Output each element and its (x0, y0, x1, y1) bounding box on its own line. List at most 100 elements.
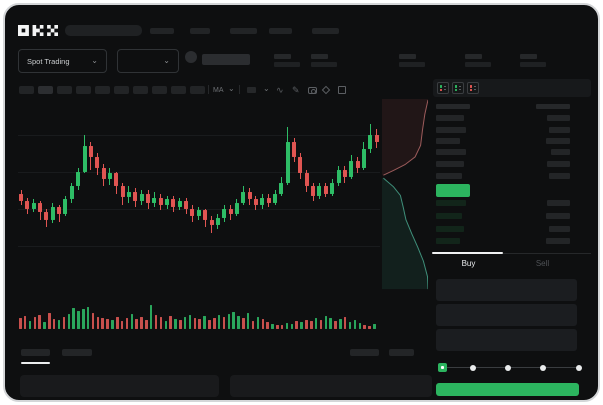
candle-body (253, 199, 258, 205)
timeframe-button[interactable] (38, 86, 53, 94)
order-amount-row[interactable] (546, 213, 570, 219)
volume-bar (251, 321, 255, 329)
bottom-tab[interactable] (62, 349, 92, 356)
candle-body (101, 167, 106, 179)
volume-bar (319, 320, 323, 329)
ask-price-row[interactable] (436, 115, 464, 121)
active-tab-underline (21, 362, 50, 364)
volume-bar (149, 305, 153, 329)
ask-price-row[interactable] (436, 127, 466, 133)
candle-body (57, 206, 62, 215)
nav-item[interactable] (150, 28, 174, 34)
bid-price-row[interactable] (436, 200, 466, 206)
slider-step-dot[interactable] (540, 364, 546, 371)
timeframe-button[interactable] (57, 86, 72, 94)
ask-price-row[interactable] (436, 173, 462, 179)
last-price-badge[interactable] (436, 184, 470, 197)
volume-bar (48, 313, 51, 329)
market-type-dropdown[interactable]: Spot Trading ⌄ (18, 49, 107, 73)
candle-body (25, 201, 30, 209)
tab-sell[interactable]: Sell (535, 259, 550, 268)
candle-body (279, 182, 284, 194)
volume-bar (82, 309, 85, 329)
timeframe-button[interactable] (19, 86, 34, 94)
order-amount-row[interactable] (546, 138, 570, 144)
volume-bar (111, 320, 114, 329)
camera-icon[interactable] (308, 87, 317, 94)
ask-price-row[interactable] (436, 161, 464, 167)
bottom-toolbar-item[interactable] (389, 349, 414, 356)
total-input[interactable] (436, 329, 577, 351)
bottom-tab-active[interactable] (21, 349, 50, 356)
ma-indicator-button[interactable]: MA (213, 87, 224, 94)
pair-name-placeholder (202, 54, 250, 65)
slider-step-dot[interactable] (470, 364, 476, 371)
order-amount-row[interactable] (547, 200, 570, 206)
nav-item[interactable] (312, 28, 339, 34)
timeframe-button[interactable] (190, 86, 205, 94)
timeframe-button[interactable] (133, 86, 148, 94)
candle-body (374, 134, 379, 142)
amount-input[interactable] (436, 304, 577, 326)
price-input[interactable] (436, 279, 577, 301)
bottom-toolbar-item[interactable] (350, 349, 379, 356)
order-amount-row[interactable] (551, 149, 570, 155)
nav-item[interactable] (269, 28, 292, 34)
volume-bar (130, 314, 134, 329)
candle-body (323, 186, 328, 194)
draw-tool-icon[interactable]: ✎ (292, 85, 300, 95)
toolbar-divider (239, 85, 240, 94)
line-chart-icon[interactable]: ∿ (276, 85, 284, 95)
order-amount-row[interactable] (547, 115, 570, 121)
timeframe-button[interactable] (152, 86, 167, 94)
timeframe-button[interactable] (95, 86, 110, 94)
volume-bar (373, 324, 376, 329)
candle-body (311, 186, 316, 196)
indicator-placeholder[interactable] (247, 87, 256, 93)
candle-body (50, 206, 55, 220)
bid-price-row[interactable] (436, 226, 464, 232)
nav-item[interactable] (190, 28, 210, 34)
volume-bar (67, 314, 70, 329)
order-amount-row[interactable] (549, 173, 570, 179)
chevron-down-icon[interactable]: ⌄ (228, 84, 235, 93)
orderbook-layout-icon[interactable] (452, 82, 464, 94)
orderbook-icon-block (455, 85, 457, 88)
search-input[interactable] (65, 25, 142, 36)
ticker-stat-label (311, 54, 328, 59)
volume-bar (91, 313, 95, 329)
volume-bar (358, 323, 361, 329)
settings-icon[interactable] (321, 85, 331, 95)
candle-body (203, 210, 208, 220)
volume-bar (101, 318, 104, 329)
ticker-stat-label (274, 54, 291, 59)
slider-step-dot[interactable] (505, 364, 511, 371)
bid-price-row[interactable] (436, 238, 460, 244)
candle-body (215, 217, 220, 226)
timeframe-button[interactable] (76, 86, 91, 94)
order-amount-row[interactable] (547, 161, 570, 167)
orderbook-layout-icon[interactable] (467, 82, 479, 94)
ticker-stat-value (520, 62, 546, 67)
timeframe-button[interactable] (114, 86, 129, 94)
ask-price-row[interactable] (436, 149, 466, 155)
orderbook-icon-line (444, 86, 446, 87)
pair-selector-dropdown[interactable]: ⌄ (117, 49, 179, 73)
tab-buy[interactable]: Buy (461, 259, 476, 268)
slider-handle[interactable] (437, 363, 447, 372)
chevron-down-icon[interactable]: ⌄ (263, 84, 270, 93)
volume-bar (43, 322, 46, 329)
timeframe-button[interactable] (171, 86, 186, 94)
slider-step-dot[interactable] (576, 364, 582, 371)
order-amount-row[interactable] (549, 127, 570, 133)
order-amount-row[interactable] (549, 226, 570, 232)
bid-price-row[interactable] (436, 213, 462, 219)
buy-button[interactable] (436, 383, 579, 396)
orderbook-layout-icon[interactable] (437, 82, 449, 94)
order-amount-row[interactable] (546, 238, 570, 244)
volume-bar (86, 307, 90, 329)
orderbook-icon-line (444, 89, 446, 90)
nav-item[interactable] (230, 28, 257, 34)
fullscreen-icon[interactable] (338, 86, 346, 94)
ask-price-row[interactable] (436, 138, 460, 144)
